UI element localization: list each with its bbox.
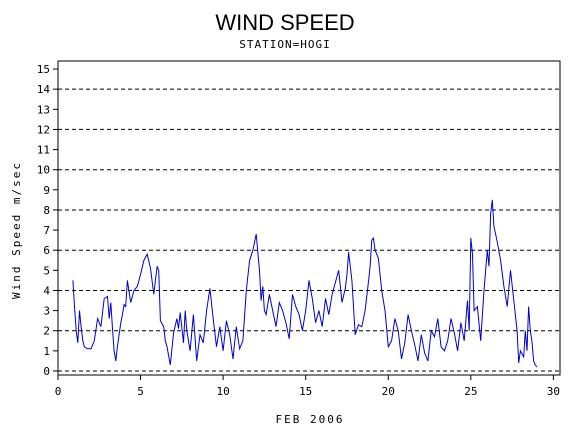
y-tick-label-15: 15 bbox=[37, 63, 50, 76]
x-axis: 0 5 10 15 20 25 30 bbox=[55, 375, 560, 398]
series-line-wind-speed bbox=[72, 199, 538, 368]
y-tick-label-3: 3 bbox=[43, 305, 50, 318]
x-tick-label-15: 15 bbox=[299, 385, 312, 398]
x-tick-label-25: 25 bbox=[464, 385, 477, 398]
y-tick-label-12: 12 bbox=[37, 123, 50, 136]
y-tick-label-6: 6 bbox=[43, 244, 50, 257]
x-axis-label: FEB 2006 bbox=[276, 413, 345, 426]
y-tick-label-4: 4 bbox=[43, 284, 50, 297]
x-tick-label-0: 0 bbox=[55, 385, 62, 398]
y-tick-label-2: 2 bbox=[43, 325, 50, 338]
y-axis-label: Wind Speed m/sec bbox=[10, 161, 23, 299]
y-tick-label-1: 1 bbox=[43, 345, 50, 358]
x-tick-label-10: 10 bbox=[217, 385, 230, 398]
x-tick-label-5: 5 bbox=[137, 385, 144, 398]
reference-lines bbox=[58, 88, 560, 372]
y-tick-label-10: 10 bbox=[37, 164, 50, 177]
y-tick-label-14: 14 bbox=[37, 83, 51, 96]
y-tick-label-0: 0 bbox=[43, 365, 50, 378]
chart-subtitle: STATION=HOGI bbox=[239, 38, 330, 51]
y-tick-label-8: 8 bbox=[43, 204, 50, 217]
y-tick-label-5: 5 bbox=[43, 264, 50, 277]
plot-area bbox=[57, 60, 561, 376]
y-tick-label-7: 7 bbox=[43, 224, 50, 237]
chart-title: WIND SPEED bbox=[215, 10, 354, 35]
y-tick-label-13: 13 bbox=[37, 103, 50, 116]
y-tick-label-9: 9 bbox=[43, 184, 50, 197]
x-tick-label-30: 30 bbox=[547, 385, 560, 398]
x-tick-label-20: 20 bbox=[382, 385, 395, 398]
y-tick-label-11: 11 bbox=[37, 144, 50, 157]
